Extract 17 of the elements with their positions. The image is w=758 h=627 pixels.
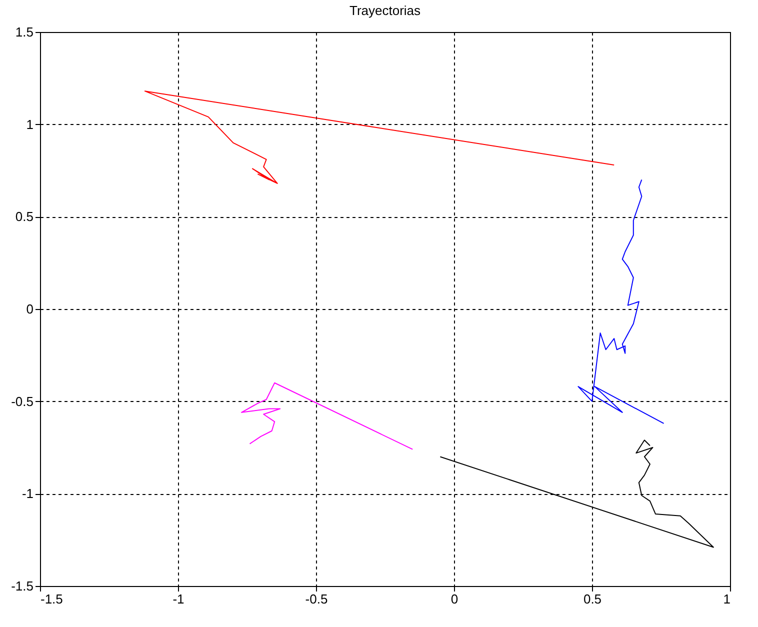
y-tick-label: -1.5: [11, 578, 34, 594]
x-tick-label: 0: [450, 592, 458, 606]
line-series: [240, 382, 414, 450]
line-series: [578, 179, 664, 424]
y-tick-label: 1: [26, 116, 34, 132]
y-tick-label: 1.5: [15, 24, 34, 40]
x-tick-label: -1.5: [40, 592, 63, 606]
y-tick-label: 0.5: [15, 209, 34, 224]
chart-title: Trayectorias: [349, 3, 422, 18]
x-tick-label: 0.5: [583, 592, 602, 606]
x-tick-label: -0.5: [305, 592, 328, 606]
y-tick-label: -0.5: [11, 394, 34, 409]
x-tick-label: -1: [172, 592, 184, 606]
x-tick-label: 1: [723, 592, 730, 606]
y-tick-label: -1: [22, 486, 34, 502]
line-series: [144, 90, 615, 184]
y-tick-label: 0: [26, 302, 34, 316]
